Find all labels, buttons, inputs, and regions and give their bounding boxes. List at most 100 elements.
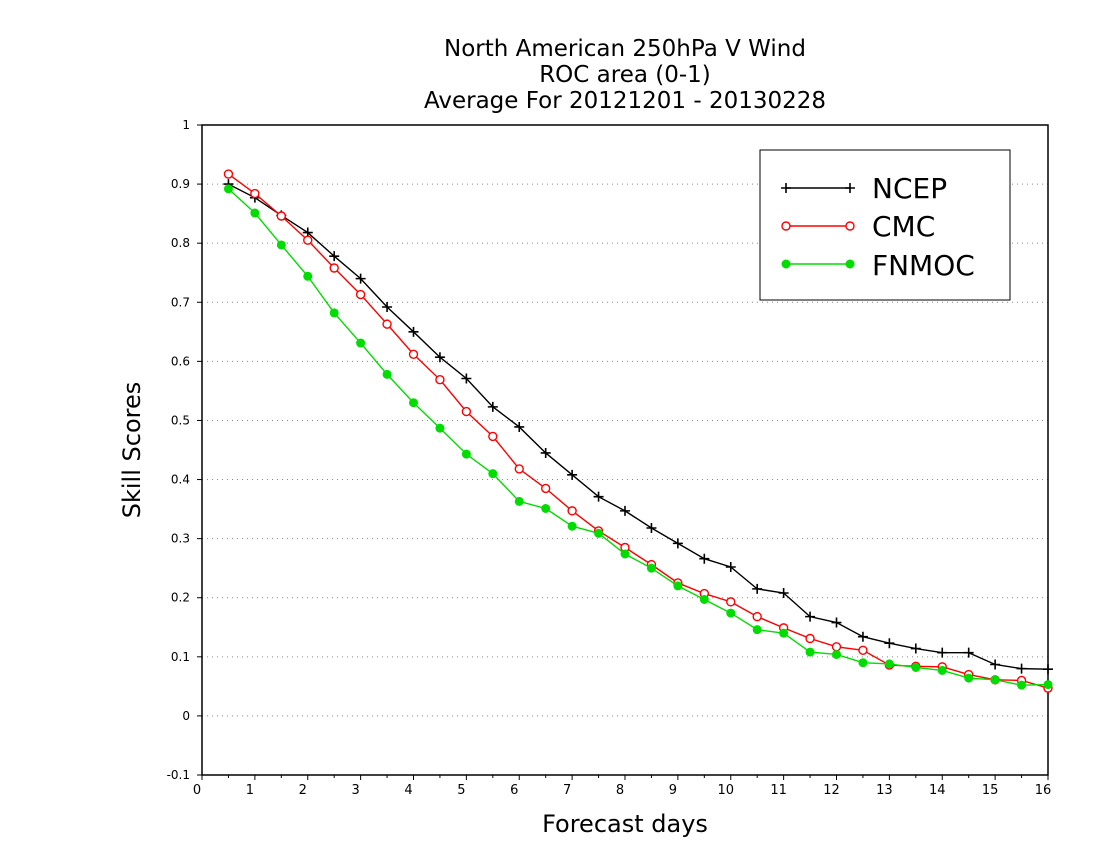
y-tick-label: 0.6 — [171, 354, 190, 368]
data-point-fnmoc — [752, 625, 762, 635]
x-tick-label: 5 — [457, 783, 465, 798]
data-point-cmc — [250, 188, 260, 199]
data-point-ncep — [646, 523, 657, 533]
data-point-cmc — [567, 506, 577, 516]
data-point-ncep — [408, 326, 419, 337]
legend-label-ncep: NCEP — [872, 172, 948, 205]
data-point-fnmoc — [303, 271, 313, 281]
data-point-fnmoc — [514, 496, 524, 506]
y-tick-label: 0.2 — [171, 591, 190, 605]
data-point-cmc — [276, 211, 287, 221]
data-point-fnmoc — [990, 675, 1000, 685]
data-point-cmc — [752, 611, 762, 622]
data-point-ncep — [831, 617, 842, 628]
data-point-cmc — [382, 319, 392, 329]
legend-marker-ncep — [781, 183, 791, 193]
legend-box — [759, 149, 1011, 301]
data-point-fnmoc — [435, 423, 445, 433]
x-tick-label: 12 — [823, 783, 840, 798]
data-point-ncep — [620, 505, 630, 516]
y-tick-label: 0.4 — [171, 473, 190, 487]
data-point-fnmoc — [1017, 680, 1027, 690]
legend — [759, 149, 1011, 301]
data-point-fnmoc — [594, 528, 604, 538]
data-point-fnmoc — [726, 608, 736, 618]
x-tick-label: 16 — [1035, 783, 1052, 798]
data-point-ncep — [1043, 664, 1053, 675]
data-point-ncep — [884, 638, 895, 649]
y-tick-label: -0.1 — [167, 768, 190, 782]
series-fnmoc — [223, 184, 1053, 690]
legend-samples — [781, 183, 855, 269]
legend-label-fnmoc: FNMOC — [872, 249, 975, 282]
data-point-fnmoc — [223, 184, 233, 194]
chart-title-line-2: ROC area (0-1) — [539, 62, 711, 88]
data-point-fnmoc — [567, 521, 577, 531]
data-point-fnmoc — [646, 563, 656, 573]
data-point-ncep — [514, 421, 525, 432]
data-point-fnmoc — [673, 581, 683, 591]
y-tick-label: 0.7 — [171, 295, 190, 309]
data-point-ncep — [1016, 663, 1027, 674]
chart-title-line-3: Average For 20121201 - 20130228 — [423, 88, 827, 114]
data-point-cmc — [461, 406, 472, 417]
data-point-fnmoc — [541, 504, 551, 513]
data-point-cmc — [435, 374, 445, 385]
x-tick-label: 1 — [246, 783, 254, 798]
axis-ticks: -0.100.10.20.30.40.50.60.70.80.910 1 2 3 4 5 6… — [167, 118, 1052, 798]
x-tick-label: 8 — [616, 783, 624, 798]
data-point-fnmoc — [276, 240, 286, 250]
data-point-fnmoc — [356, 338, 366, 348]
legend-marker-fnmoc — [781, 259, 791, 269]
x-tick-label: 15 — [982, 783, 999, 798]
x-tick-label: 6 — [510, 783, 518, 798]
y-tick-label: 0.1 — [171, 650, 190, 664]
data-point-fnmoc — [911, 662, 921, 672]
data-point-cmc — [831, 642, 842, 652]
data-point-ncep — [778, 588, 789, 598]
y-tick-label: 0.5 — [171, 413, 190, 427]
data-point-cmc — [355, 289, 366, 300]
x-tick-label: 4 — [404, 783, 412, 798]
x-axis-label: Forecast days — [542, 810, 708, 838]
data-point-ncep — [382, 302, 393, 312]
data-point-fnmoc — [884, 659, 894, 669]
data-point-cmc — [488, 431, 498, 442]
data-point-cmc — [858, 645, 868, 656]
x-tick-label: 9 — [669, 783, 677, 798]
data-point-cmc — [726, 597, 736, 607]
data-point-ncep — [567, 469, 578, 480]
y-tick-label: 0.9 — [171, 177, 190, 191]
series-layer — [223, 169, 1053, 693]
data-point-fnmoc — [858, 658, 868, 668]
x-tick-label: 0 — [193, 783, 201, 798]
legend-label-cmc: CMC — [872, 210, 936, 243]
data-point-fnmoc — [461, 449, 471, 459]
data-point-fnmoc — [937, 665, 947, 675]
y-tick-label: 0 — [182, 709, 190, 723]
data-point-ncep — [857, 631, 868, 642]
data-point-fnmoc — [620, 549, 630, 559]
x-tick-label: 7 — [563, 783, 571, 798]
data-point-ncep — [805, 611, 816, 622]
data-point-ncep — [540, 447, 551, 458]
data-point-ncep — [725, 562, 736, 572]
x-tick-label: 11 — [770, 783, 787, 798]
data-point-ncep — [990, 659, 1001, 670]
data-point-fnmoc — [1043, 680, 1053, 690]
data-point-cmc — [514, 464, 524, 474]
data-point-fnmoc — [409, 398, 418, 408]
data-point-fnmoc — [488, 469, 498, 479]
legend-marker-cmc — [845, 221, 855, 231]
data-point-ncep — [329, 251, 340, 262]
data-point-ncep — [672, 538, 683, 549]
series-line-ncep — [228, 183, 1049, 670]
legend-marker-fnmoc — [845, 259, 855, 269]
x-tick-label: 14 — [929, 783, 946, 798]
data-point-cmc — [303, 235, 313, 245]
data-point-fnmoc — [699, 595, 709, 604]
data-point-ncep — [593, 491, 604, 502]
y-tick-label: 0.3 — [171, 532, 190, 546]
data-point-ncep — [434, 352, 445, 363]
